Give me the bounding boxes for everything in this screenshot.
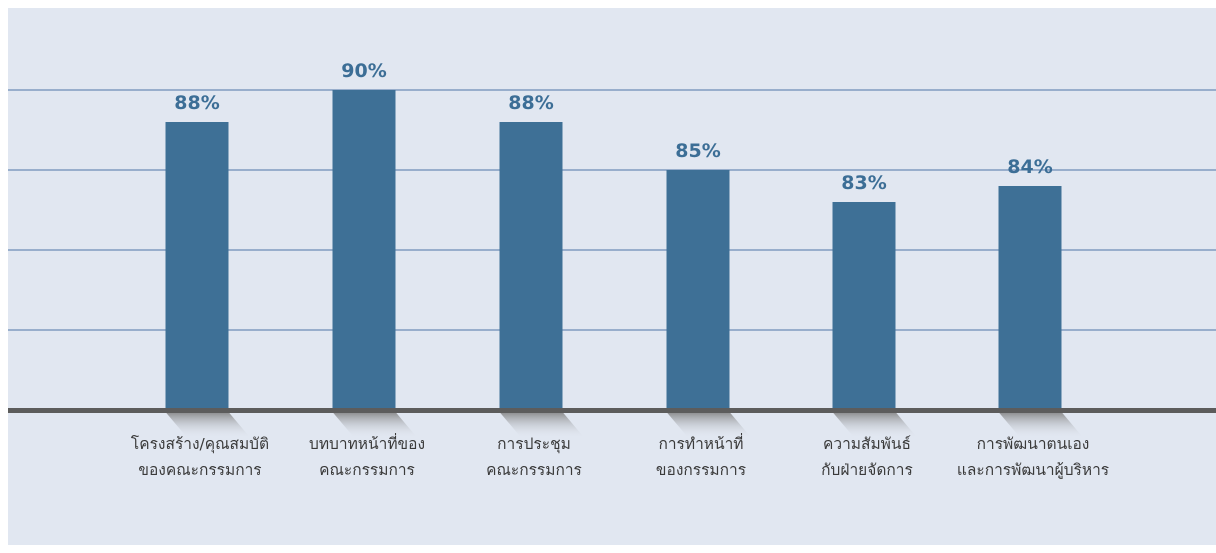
value-label: 90%: [341, 60, 386, 82]
value-label: 84%: [1007, 156, 1052, 178]
chart-canvas: 88% 90% 88% 85% 83% 84% โครงสร้าง/คุณสมบัติขอ…: [8, 60, 1216, 480]
baseline-axis: [8, 408, 1216, 413]
category-label: การประชุม: [497, 435, 571, 454]
bars: [165, 90, 1062, 410]
bar: [499, 122, 563, 410]
bar: [998, 186, 1062, 410]
category-label: โครงสร้าง/คุณสมบัติ: [131, 435, 269, 454]
bar-shadow: [165, 412, 251, 438]
value-label: 88%: [508, 92, 553, 114]
category-label: คณะกรรมการ: [486, 461, 582, 479]
bar-shadows: [165, 412, 1084, 438]
bar: [832, 202, 896, 410]
bar: [332, 90, 396, 410]
bar-shadow: [832, 412, 918, 438]
bar-shadow: [332, 412, 418, 438]
bar-shadow: [499, 412, 585, 438]
category-label: บทบาทหน้าที่ของ: [309, 433, 425, 453]
category-label: คณะกรรมการ: [319, 461, 415, 479]
category-label: กับฝ่ายจัดการ: [821, 461, 913, 479]
value-label: 85%: [675, 140, 720, 162]
bar-chart: 88% 90% 88% 85% 83% 84% โครงสร้าง/คุณสมบัติขอ…: [8, 8, 1216, 545]
baseline: [8, 408, 1216, 413]
category-label: ของกรรมการ: [656, 461, 746, 479]
category-labels: โครงสร้าง/คุณสมบัติของคณะกรรมการ บทบาทหน้…: [131, 433, 1109, 480]
category-label: และการพัฒนาผู้บริหาร: [957, 461, 1109, 480]
category-label: การพัฒนาตนเอง: [977, 435, 1090, 453]
value-labels: 88% 90% 88% 85% 83% 84%: [174, 60, 1052, 194]
category-label: การทำหน้าที่: [658, 433, 743, 453]
bar-shadow: [998, 412, 1084, 438]
bar-shadow: [666, 412, 752, 438]
category-label: ความสัมพันธ์: [823, 435, 911, 453]
value-label: 88%: [174, 92, 219, 114]
category-label: ของคณะกรรมการ: [138, 461, 261, 479]
bar: [666, 170, 730, 410]
value-label: 83%: [841, 172, 886, 194]
bar: [165, 122, 229, 410]
